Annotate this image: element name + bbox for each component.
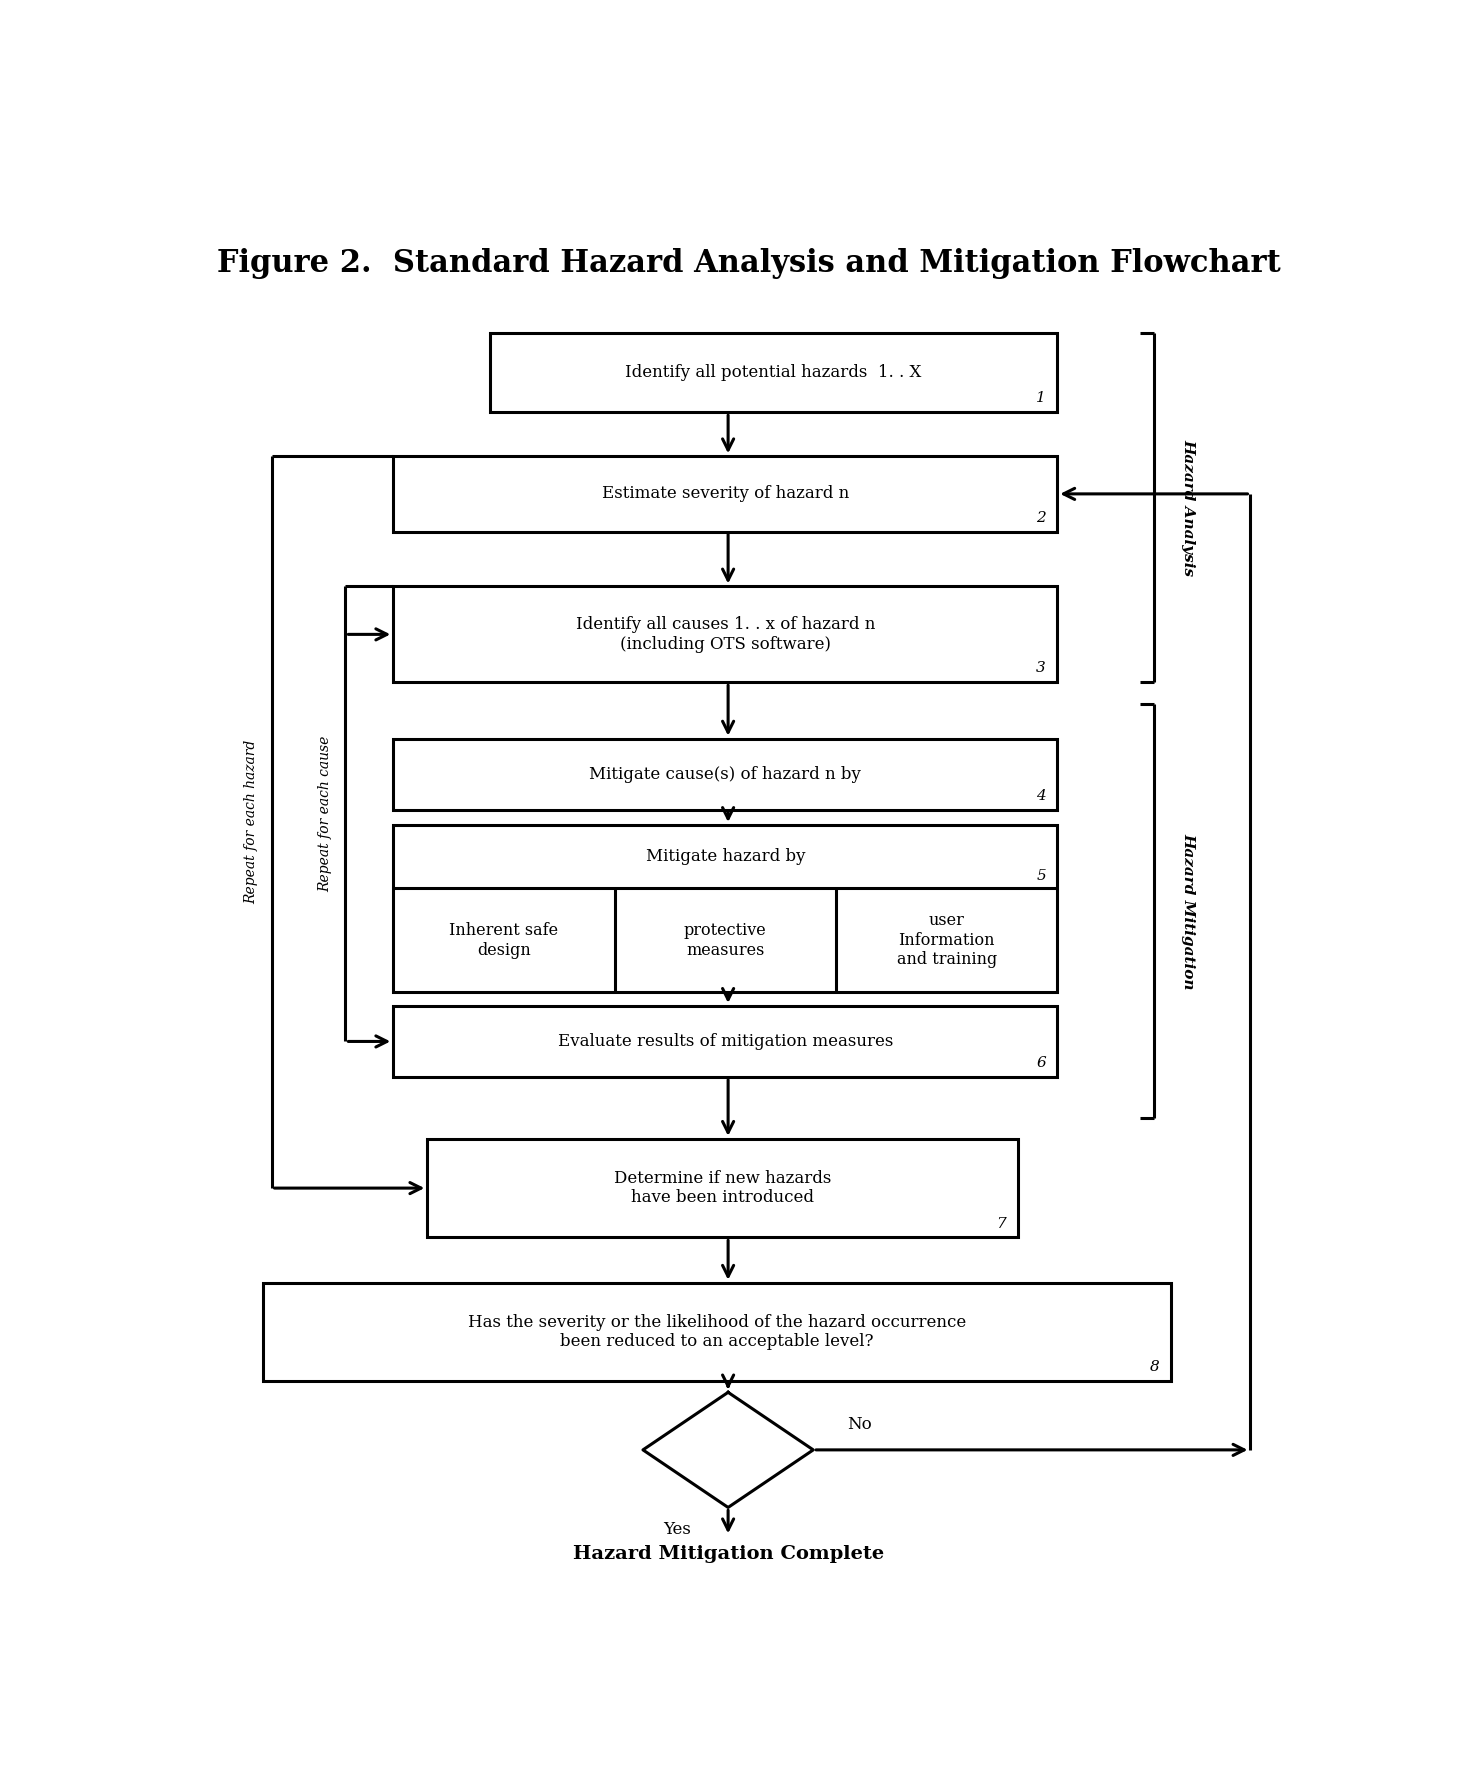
FancyBboxPatch shape bbox=[393, 586, 1058, 682]
Text: 1: 1 bbox=[1036, 392, 1046, 406]
Text: 6: 6 bbox=[1036, 1056, 1046, 1070]
FancyBboxPatch shape bbox=[428, 1139, 1018, 1237]
Text: 5: 5 bbox=[1036, 869, 1046, 883]
Text: Hazard Mitigation Complete: Hazard Mitigation Complete bbox=[573, 1545, 883, 1563]
Text: Evaluate results of mitigation measures: Evaluate results of mitigation measures bbox=[558, 1032, 894, 1050]
Text: Mitigate hazard by: Mitigate hazard by bbox=[646, 847, 804, 865]
Text: Hazard Analysis: Hazard Analysis bbox=[1181, 440, 1195, 577]
Text: Yes: Yes bbox=[664, 1522, 691, 1538]
FancyBboxPatch shape bbox=[393, 739, 1058, 810]
Text: 3: 3 bbox=[1036, 662, 1046, 675]
Text: Figure 2.  Standard Hazard Analysis and Mitigation Flowchart: Figure 2. Standard Hazard Analysis and M… bbox=[217, 247, 1280, 279]
Text: protective
measures: protective measures bbox=[684, 922, 766, 959]
Text: Has the severity or the likelihood of the hazard occurrence
been reduced to an a: Has the severity or the likelihood of th… bbox=[467, 1314, 965, 1351]
Text: 2: 2 bbox=[1036, 511, 1046, 525]
Text: 4: 4 bbox=[1036, 789, 1046, 803]
FancyBboxPatch shape bbox=[393, 1006, 1058, 1077]
Text: 7: 7 bbox=[996, 1216, 1006, 1230]
Text: Mitigate cause(s) of hazard n by: Mitigate cause(s) of hazard n by bbox=[589, 765, 861, 783]
Text: Hazard Mitigation: Hazard Mitigation bbox=[1181, 833, 1195, 990]
Text: Identify all causes 1. . x of hazard n
(including OTS software): Identify all causes 1. . x of hazard n (… bbox=[576, 616, 875, 653]
Text: Determine if new hazards
have been introduced: Determine if new hazards have been intro… bbox=[614, 1169, 831, 1207]
Text: 8: 8 bbox=[1150, 1360, 1160, 1374]
Text: Identify all potential hazards  1. . X: Identify all potential hazards 1. . X bbox=[626, 365, 921, 381]
FancyBboxPatch shape bbox=[489, 333, 1058, 413]
Text: user
Information
and training: user Information and training bbox=[897, 911, 996, 968]
Text: Inherent safe
design: Inherent safe design bbox=[450, 922, 558, 959]
FancyBboxPatch shape bbox=[262, 1283, 1171, 1381]
FancyBboxPatch shape bbox=[393, 456, 1058, 532]
Text: Repeat for each hazard: Repeat for each hazard bbox=[245, 740, 258, 904]
Text: No: No bbox=[847, 1417, 872, 1433]
Text: Repeat for each cause: Repeat for each cause bbox=[318, 735, 333, 892]
FancyBboxPatch shape bbox=[393, 824, 1058, 991]
Text: Estimate severity of hazard n: Estimate severity of hazard n bbox=[602, 486, 848, 502]
